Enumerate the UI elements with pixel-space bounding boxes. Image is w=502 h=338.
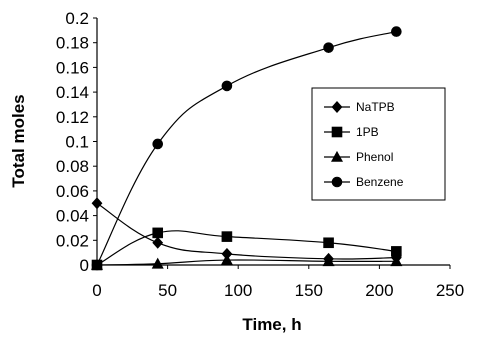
y-ticks: 0 0.02 0.04 0.06 0.08 0.1 0.12 0.14 0.16 0.18 0.2 — [56, 9, 97, 275]
data-point-phenol — [390, 255, 403, 267]
data-point-benzene — [152, 138, 164, 150]
data-point-natpb — [91, 197, 103, 210]
y-tick-label: 0.16 — [56, 58, 89, 77]
y-axis-title: Total moles — [9, 94, 28, 187]
y-tick-label: 0.02 — [56, 231, 89, 250]
y-tick-label: 0.2 — [65, 9, 89, 28]
y-tick-label: 0.14 — [56, 83, 89, 102]
y-tick-label: 0.04 — [56, 207, 89, 226]
series-1pb — [91, 227, 402, 271]
legend-marker-natpb — [331, 101, 343, 113]
legend-item-benzene: Benzene — [324, 175, 404, 189]
data-point-benzene — [221, 80, 233, 92]
legend-label: NaTPB — [356, 100, 395, 114]
legend-item-phenol: Phenol — [324, 150, 393, 164]
x-tick-label: 200 — [365, 281, 393, 300]
legend-marker-phenol — [330, 150, 344, 162]
data-point-1pb — [391, 246, 402, 257]
data-point-benzene — [323, 42, 334, 53]
plot-area: 00.020.040.060.080.10.120.140.160.180.2 … — [56, 9, 464, 300]
series-line-phenol — [96, 259, 397, 266]
y-tick-label: 0.18 — [56, 34, 89, 53]
legend: NaTPB 1PB Phenol Benzene — [311, 87, 446, 201]
data-point-benzene — [91, 259, 103, 271]
y-tick-label: 0.1 — [65, 133, 89, 152]
series-layer — [90, 26, 403, 271]
legend-label: 1PB — [356, 125, 379, 139]
y-tick-label: 0.08 — [56, 157, 89, 176]
x-tick-label: 50 — [158, 281, 177, 300]
series-phenol — [90, 253, 403, 270]
legend-label: Benzene — [356, 175, 404, 189]
data-point-benzene — [391, 26, 402, 37]
legend-label: Phenol — [356, 150, 393, 164]
legend-marker-1pb — [331, 126, 343, 138]
data-point-natpb — [152, 236, 164, 249]
series-benzene — [91, 26, 402, 271]
y-tick-label: 0.12 — [56, 108, 89, 127]
x-ticks: 0 50 100 150 200 250 — [92, 265, 464, 300]
x-axis-title: Time, h — [242, 315, 301, 334]
x-tick-label: 150 — [295, 281, 323, 300]
data-point-phenol — [322, 255, 335, 267]
legend-item-1pb: 1PB — [324, 125, 379, 139]
legend-item-natpb: NaTPB — [324, 100, 395, 114]
x-tick-label: 100 — [224, 281, 252, 300]
data-point-phenol — [151, 257, 164, 269]
series-natpb — [91, 197, 402, 265]
data-point-1pb — [221, 231, 233, 242]
legend-marker-benzene — [331, 176, 343, 188]
data-point-phenol — [220, 253, 233, 265]
data-point-1pb — [152, 227, 164, 239]
series-line-natpb — [96, 202, 397, 260]
y-tick-label: 0 — [80, 256, 89, 275]
x-tick-label: 250 — [436, 281, 464, 300]
legend-items: NaTPB 1PB Phenol Benzene — [324, 100, 404, 189]
y-tick-label: 0.06 — [56, 182, 89, 201]
x-tick-label: 0 — [92, 281, 101, 300]
data-point-1pb — [323, 237, 334, 249]
